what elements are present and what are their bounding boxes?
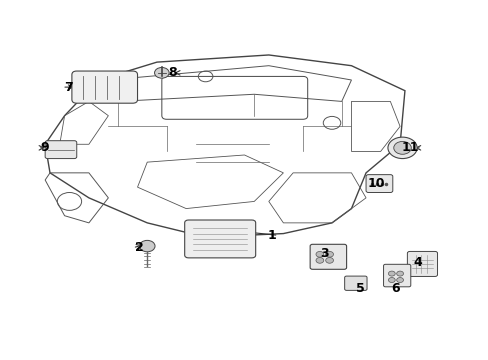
Text: 7: 7 bbox=[64, 81, 73, 94]
Circle shape bbox=[325, 257, 333, 263]
FancyBboxPatch shape bbox=[383, 264, 410, 287]
Circle shape bbox=[325, 251, 333, 257]
Circle shape bbox=[387, 278, 394, 283]
Text: 6: 6 bbox=[390, 283, 399, 296]
Text: 3: 3 bbox=[319, 247, 328, 260]
Circle shape bbox=[396, 271, 403, 276]
Text: 9: 9 bbox=[40, 141, 49, 154]
Circle shape bbox=[139, 240, 155, 252]
Circle shape bbox=[387, 137, 416, 158]
Text: 1: 1 bbox=[267, 229, 276, 242]
Text: 4: 4 bbox=[412, 256, 421, 269]
Circle shape bbox=[315, 251, 323, 257]
Circle shape bbox=[396, 278, 403, 283]
Circle shape bbox=[154, 67, 169, 78]
FancyBboxPatch shape bbox=[184, 220, 255, 258]
Circle shape bbox=[387, 271, 394, 276]
FancyBboxPatch shape bbox=[309, 244, 346, 269]
FancyBboxPatch shape bbox=[407, 251, 437, 276]
FancyBboxPatch shape bbox=[366, 175, 392, 193]
Text: 11: 11 bbox=[401, 141, 419, 154]
Circle shape bbox=[315, 257, 323, 263]
Text: 2: 2 bbox=[135, 241, 143, 255]
Text: 10: 10 bbox=[367, 177, 385, 190]
Text: 8: 8 bbox=[167, 66, 176, 79]
FancyBboxPatch shape bbox=[72, 71, 137, 103]
FancyBboxPatch shape bbox=[344, 276, 366, 291]
Text: 5: 5 bbox=[356, 283, 365, 296]
Circle shape bbox=[393, 141, 410, 154]
FancyBboxPatch shape bbox=[45, 141, 77, 158]
